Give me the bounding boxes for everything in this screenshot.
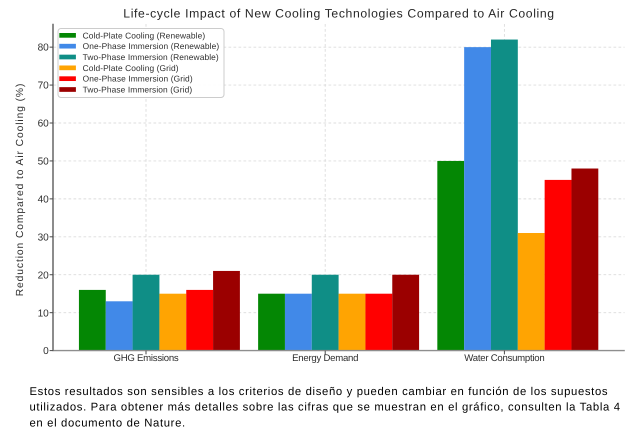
svg-text:GHG Emissions: GHG Emissions: [114, 353, 179, 364]
svg-text:40: 40: [38, 194, 50, 205]
svg-text:Cold-Plate Cooling (Renewable): Cold-Plate Cooling (Renewable): [83, 30, 206, 40]
svg-text:One-Phase Immersion (Renewable: One-Phase Immersion (Renewable): [83, 41, 220, 51]
svg-text:10: 10: [38, 308, 50, 319]
svg-text:50: 50: [38, 157, 50, 168]
svg-text:Energy Demand: Energy Demand: [292, 353, 358, 364]
svg-text:Estos resultados son sensibles: Estos resultados son sensibles a los cri…: [30, 386, 609, 398]
svg-text:Water Consumption: Water Consumption: [464, 353, 544, 364]
svg-text:Life-cycle Impact of New Cooli: Life-cycle Impact of New Cooling Technol…: [123, 7, 554, 21]
svg-text:Two-Phase Immersion (Renewable: Two-Phase Immersion (Renewable): [83, 52, 219, 62]
svg-text:30: 30: [38, 232, 50, 243]
svg-text:Cold-Plate Cooling (Grid): Cold-Plate Cooling (Grid): [83, 63, 179, 73]
svg-text:20: 20: [38, 270, 50, 281]
svg-text:Reduction Compared to Air Cool: Reduction Compared to Air Cooling (%): [15, 83, 26, 297]
svg-text:80: 80: [38, 43, 50, 54]
svg-text:Two-Phase Immersion (Grid): Two-Phase Immersion (Grid): [83, 84, 193, 94]
svg-text:en el documento de Nature.: en el documento de Nature.: [30, 417, 186, 429]
svg-text:70: 70: [38, 81, 50, 92]
svg-text:One-Phase Immersion (Grid): One-Phase Immersion (Grid): [83, 74, 193, 84]
svg-text:0: 0: [43, 346, 49, 357]
svg-text:60: 60: [38, 119, 50, 130]
svg-text:utilizados. Para obtener más d: utilizados. Para obtener más detalles so…: [30, 402, 621, 414]
